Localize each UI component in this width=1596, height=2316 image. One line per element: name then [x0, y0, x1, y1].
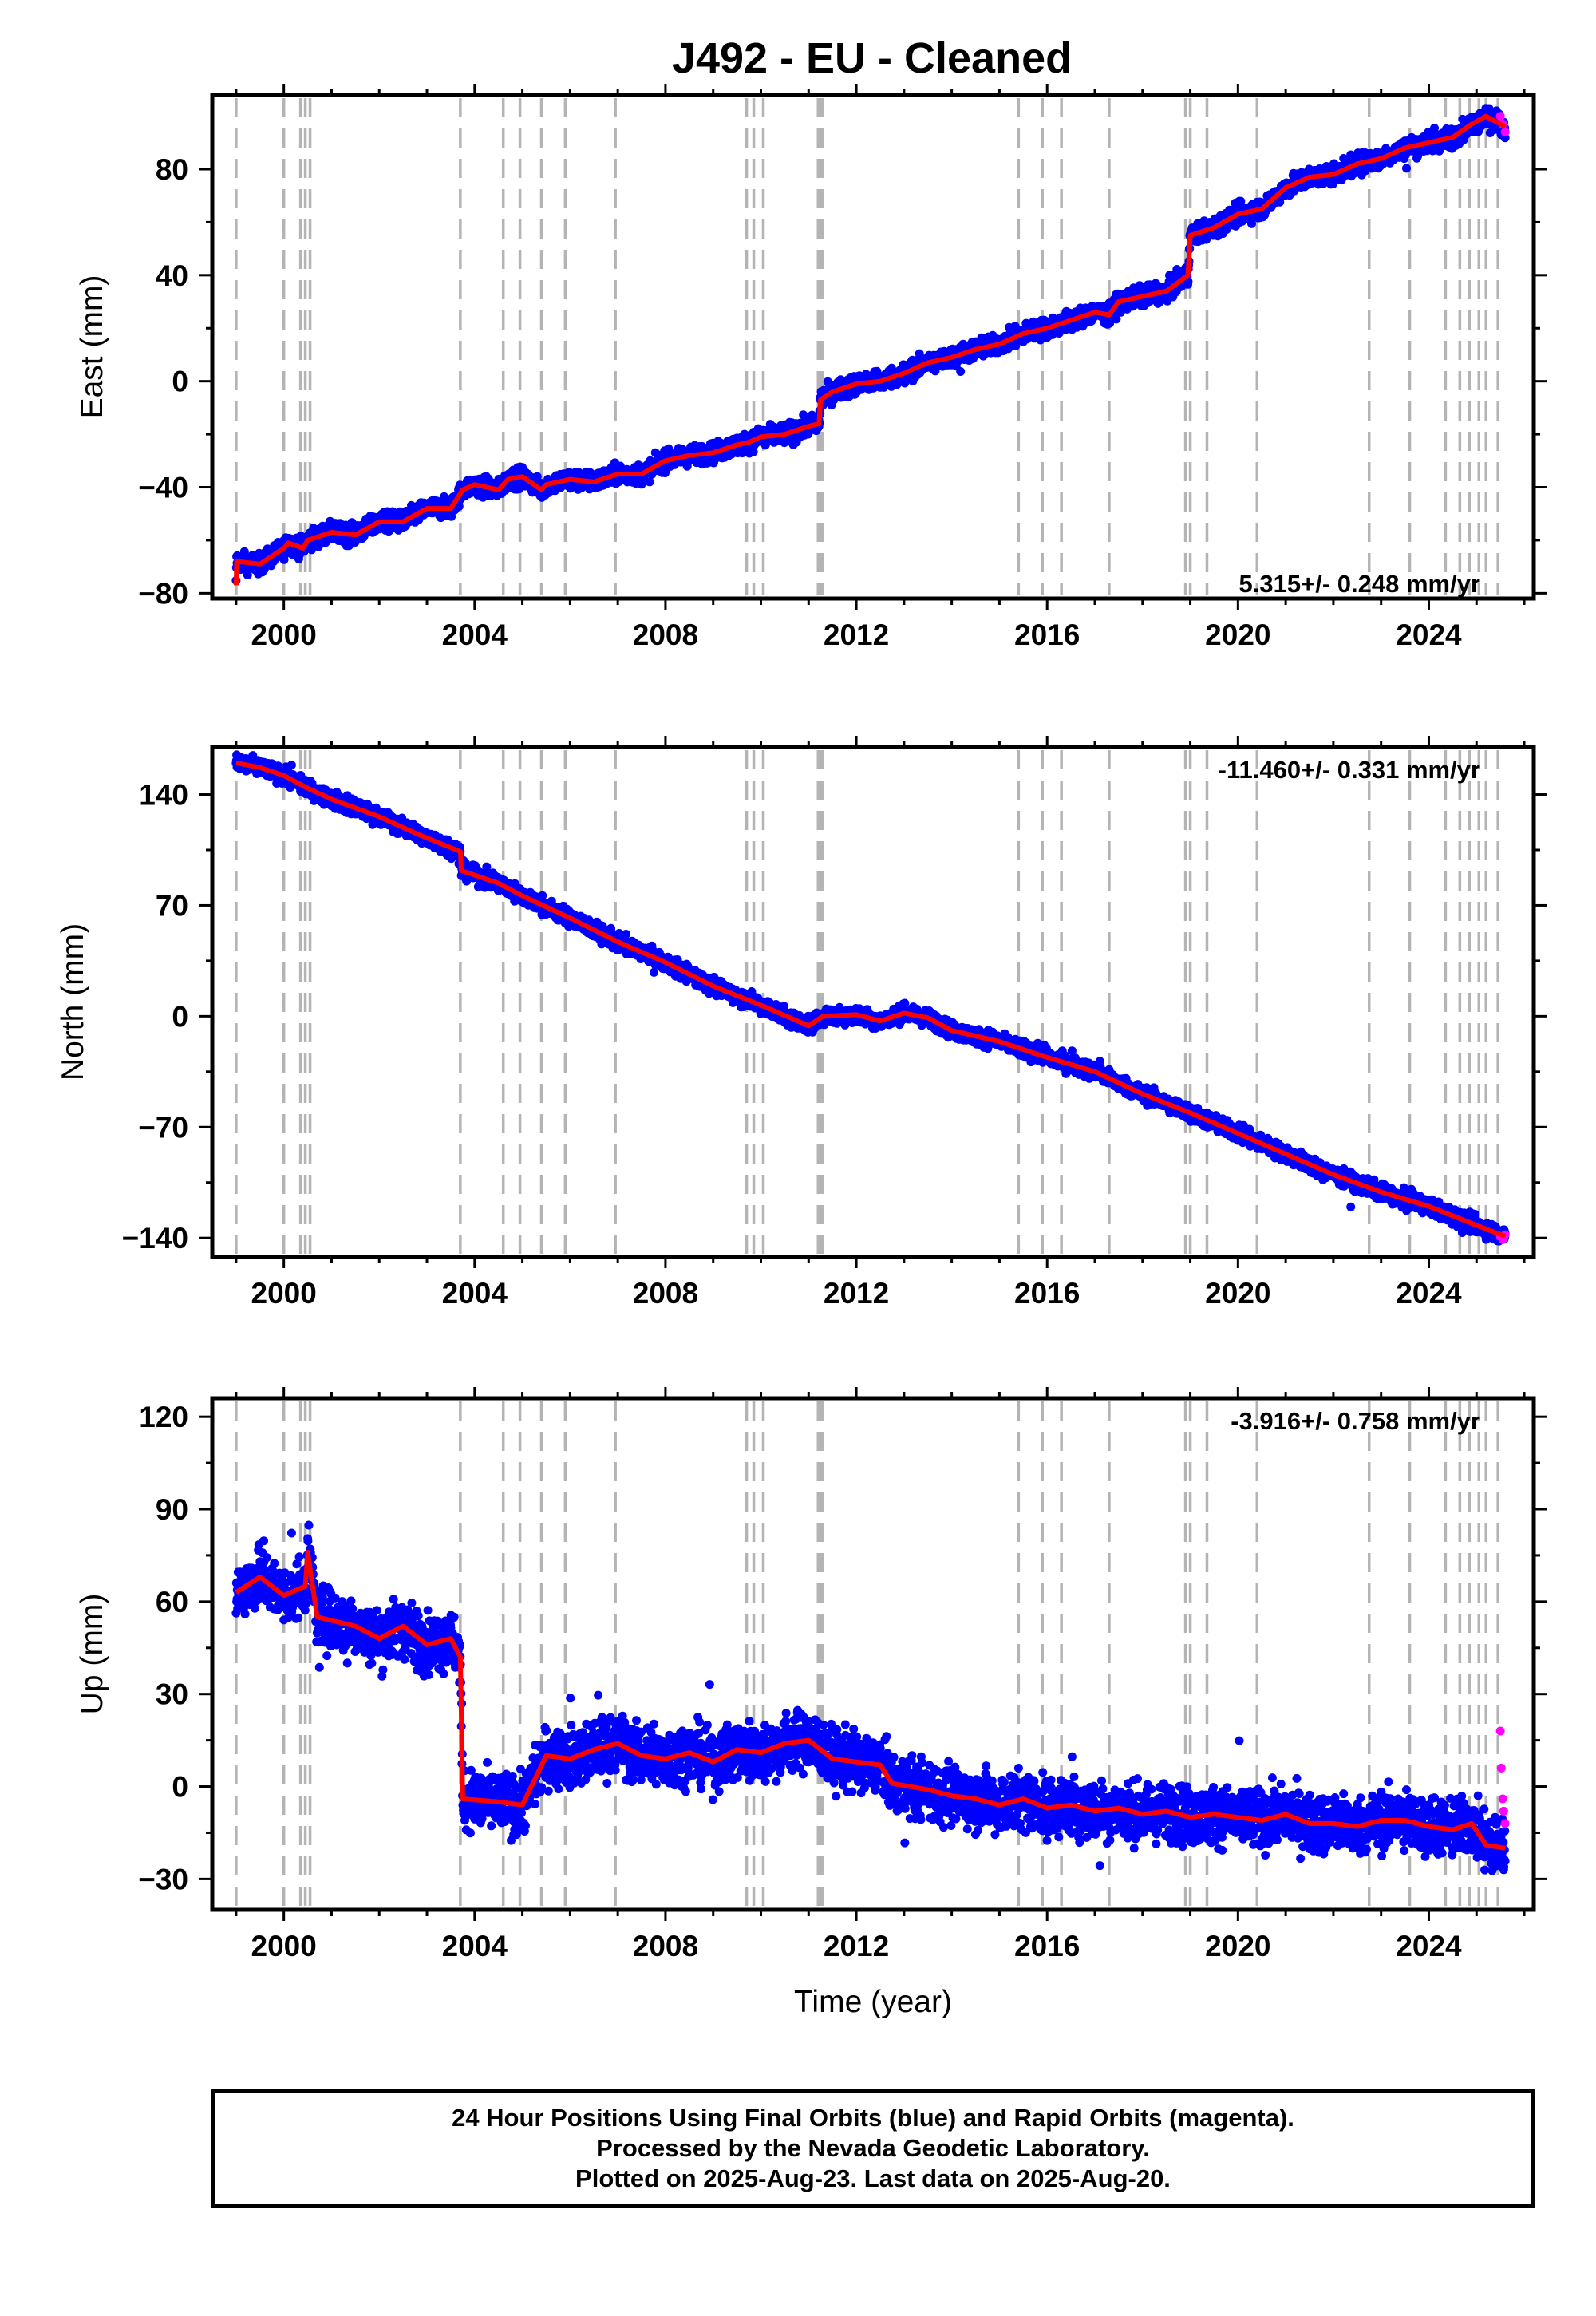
panel-north: 2000 2004 2008 2012 2016 2020 2024−140−7007014…	[56, 736, 1547, 1310]
x-tick-label: 2008	[633, 619, 698, 651]
y-tick-label: 40	[156, 259, 188, 292]
final-orbit-points	[231, 750, 1510, 1246]
y-tick-label: −40	[138, 472, 188, 504]
time-series-plot: 2000 2004 2008 2012 2016 2020 2024 −80 −40 0 40 80 E…	[56, 84, 1547, 2019]
data-point	[243, 571, 252, 579]
panel-east: 2000 2004 2008 2012 2016 2020 2024 −80 −40 0 40 80 E…	[75, 84, 1547, 651]
event-lines	[235, 98, 1499, 595]
rapid-point	[1495, 112, 1505, 121]
x-tick-label: 2016	[1014, 619, 1080, 651]
x-tick-label: 2020	[1205, 619, 1270, 651]
rapid-point	[1500, 127, 1510, 136]
x-tick-label: 2024	[1396, 619, 1462, 651]
data-point	[645, 477, 654, 487]
data-point	[286, 761, 296, 770]
x-tick-label: 2000	[251, 619, 317, 651]
y-tick-label: 0	[172, 366, 188, 398]
rate-label: 5.315+/- 0.248 mm/yr	[1239, 570, 1480, 598]
chart-title: J492 - EU - Cleaned	[671, 34, 1073, 82]
y-axis-label: East (mm)	[75, 275, 109, 419]
data-point	[749, 447, 758, 456]
y-tick-label: −80	[138, 577, 188, 610]
data-point	[956, 367, 966, 376]
y-tick-label: 80	[156, 153, 188, 186]
x-tick-label: 2012	[824, 619, 889, 651]
event-lines	[235, 750, 1499, 1254]
data-point	[1402, 164, 1411, 173]
x-tick-label: 2004	[442, 619, 508, 651]
